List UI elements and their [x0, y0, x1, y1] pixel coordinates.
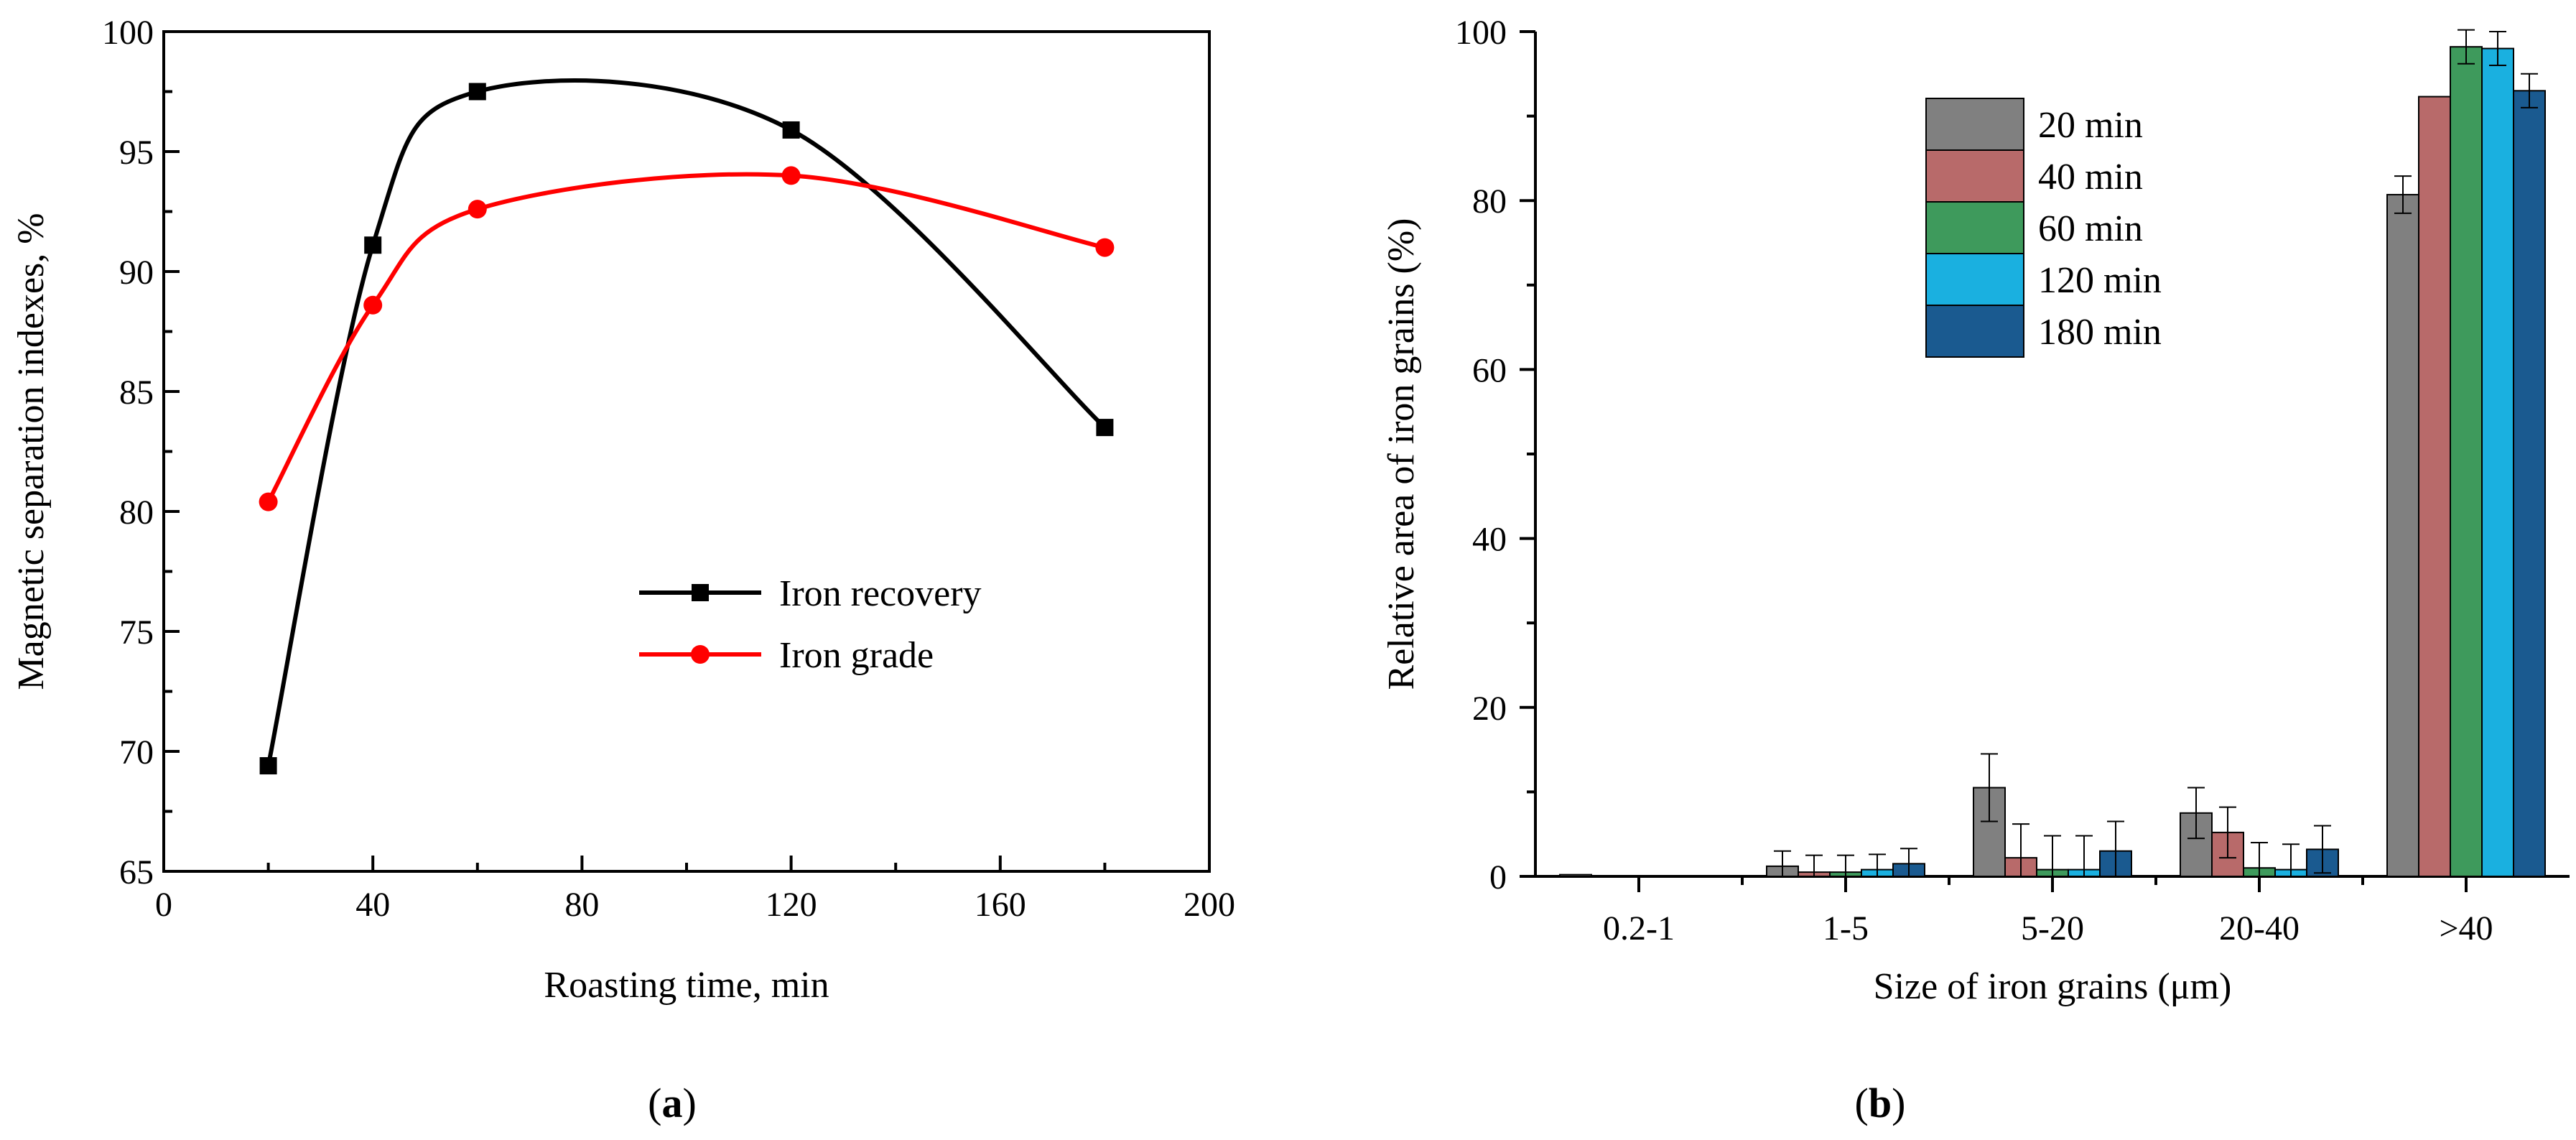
y-tick-label: 65 — [119, 853, 154, 891]
bar — [2386, 193, 2419, 877]
y-tick-label: 80 — [119, 493, 154, 532]
data-point-square — [259, 757, 277, 775]
plot-frame — [162, 30, 1211, 873]
legend-label: 120 min — [2038, 260, 2162, 301]
y-tick-label: 100 — [1455, 14, 1507, 52]
legend-marker — [692, 584, 709, 601]
x-axis-title: Size of iron grains (μm) — [1874, 966, 2232, 1007]
data-point-square — [1096, 419, 1114, 437]
legend-label: 180 min — [2038, 312, 2162, 353]
legend-marker — [691, 645, 710, 664]
bar — [1559, 873, 1592, 877]
x-tick-label: 160 — [975, 886, 1026, 924]
data-point-square — [364, 236, 382, 254]
y-axis-title: Relative area of iron grains (%) — [1381, 218, 1422, 690]
x-tick-label: 200 — [1184, 886, 1235, 924]
bar — [2481, 47, 2514, 877]
legend-label: Iron grade — [779, 635, 934, 676]
y-tick-label: 20 — [1472, 690, 1507, 728]
y-tick-label: 60 — [1472, 351, 1507, 389]
data-point-circle — [259, 492, 278, 511]
bar — [2450, 46, 2483, 878]
x-tick-label: 0 — [155, 886, 172, 924]
x-tick-label: >40 — [2439, 909, 2493, 947]
data-point-circle — [363, 295, 383, 315]
y-tick-label: 70 — [119, 733, 154, 771]
data-point-square — [468, 83, 486, 101]
panel-label-b: (b) — [1855, 1080, 1906, 1126]
y-tick-label: 80 — [1472, 182, 1507, 221]
x-tick-label: 1-5 — [1823, 909, 1869, 947]
y-tick-label: 85 — [119, 374, 154, 412]
series-line — [266, 78, 1107, 766]
x-tick-label: 0.2-1 — [1603, 909, 1675, 947]
x-tick-label: 5-20 — [2021, 909, 2084, 947]
y-tick-label: 100 — [102, 14, 154, 52]
legend-swatch — [1925, 201, 2024, 254]
x-tick-label: 20-40 — [2219, 909, 2300, 947]
data-point-circle — [781, 166, 801, 185]
data-point-square — [782, 121, 800, 139]
y-tick-label: 40 — [1472, 521, 1507, 559]
legend-label: 40 min — [2038, 157, 2143, 198]
bar — [2513, 90, 2546, 878]
y-axis-title: Magnetic separation indexes, % — [11, 213, 52, 690]
legend-swatch — [1925, 253, 2024, 306]
y-tick-label: 90 — [119, 254, 154, 292]
x-tick-label: 40 — [355, 886, 390, 924]
legend-swatch — [1925, 149, 2024, 203]
x-axis-title: Roasting time, min — [544, 965, 829, 1006]
line-chart-panel: 0 40 80 120 160 200 65 70 75 80 85 90 95 100 Roasting … — [11, 14, 1235, 1126]
data-point-circle — [468, 200, 487, 219]
data-point-circle — [1095, 238, 1115, 257]
legend-label: 20 min — [2038, 105, 2143, 146]
legend-swatch — [1925, 305, 2024, 358]
x-tick-label: 80 — [564, 886, 599, 924]
panel-label-a: (a) — [648, 1080, 697, 1126]
legend-label: 60 min — [2038, 208, 2143, 249]
bar — [2418, 96, 2451, 877]
y-tick-label: 75 — [119, 613, 154, 652]
y-tick-label: 0 — [1489, 858, 1507, 896]
x-tick-label: 120 — [766, 886, 817, 924]
series-line — [266, 172, 1106, 504]
legend-label: Iron recovery — [779, 573, 982, 614]
y-tick-label: 95 — [119, 134, 154, 172]
bar-chart-panel: 0 20 40 60 80 100 0.2-1 1-5 5-20 20-40 >40 Size of … — [1381, 14, 2570, 1126]
legend-swatch — [1925, 98, 2024, 151]
